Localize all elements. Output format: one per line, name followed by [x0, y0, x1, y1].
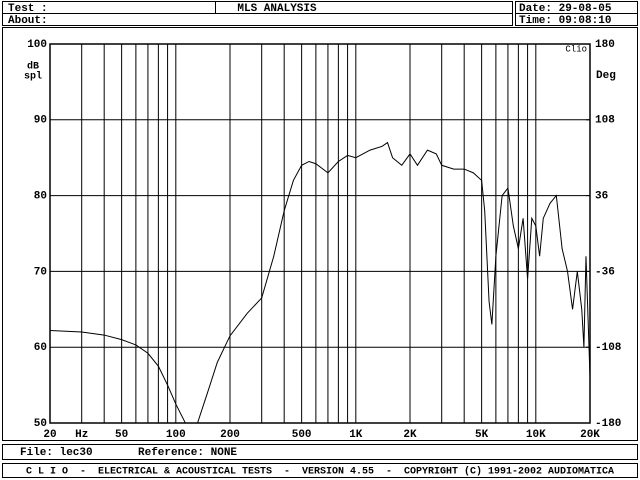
banner-box [2, 463, 638, 478]
y2-tick-label: -108 [595, 342, 622, 354]
y-tick-label: 80 [34, 191, 47, 203]
y2-tick-label: 180 [595, 39, 615, 51]
x-tick-label: 5K [475, 429, 489, 441]
x-unit-label: Hz [75, 429, 88, 441]
y2-axis-label: Deg [596, 70, 616, 82]
test-label: Test : [8, 3, 48, 15]
y-tick-label: 50 [34, 418, 47, 430]
banner: C L I O - ELECTRICAL & ACOUSTICAL TESTS … [26, 466, 614, 478]
y-tick-label: 90 [34, 115, 47, 127]
y2-tick-label: -180 [595, 418, 621, 430]
y-axis-label: dB [27, 61, 39, 73]
x-tick-label: 20K [580, 429, 600, 441]
y-axis-label: spl [24, 71, 42, 83]
y2-tick-label: -36 [595, 266, 615, 278]
response-curve [50, 141, 590, 423]
x-tick-label: 2K [403, 429, 417, 441]
y-tick-label: 70 [34, 266, 47, 278]
file-name: File: lec30 [20, 447, 93, 459]
plot-border [49, 43, 591, 424]
file-box [2, 444, 638, 460]
y2-tick-label: 36 [595, 191, 608, 203]
x-tick-label: 1K [349, 429, 363, 441]
x-tick-label: 100 [166, 429, 186, 441]
y-tick-label: 60 [34, 342, 47, 354]
y2-tick-label: 108 [595, 115, 615, 127]
date: Date: 29-08-05 [519, 3, 612, 15]
plot-panel [2, 27, 638, 441]
time: Time: 09:08:10 [519, 15, 611, 27]
x-tick-label: 500 [292, 429, 312, 441]
brand: Clio [565, 44, 587, 54]
window-title: MLS ANALYSIS [237, 3, 317, 15]
x-tick-label: 10K [526, 429, 546, 441]
about-label: About: [8, 15, 48, 27]
reference: Reference: NONE [138, 447, 237, 459]
x-tick-label: 50 [115, 429, 128, 441]
x-tick-label: 200 [220, 429, 240, 441]
y-tick-label: 100 [27, 39, 47, 51]
x-tick-label: 20 [43, 429, 56, 441]
plot: 20 50 100 200 500 1K 2K 5K 10K 20K5060708090100-1… [24, 39, 622, 441]
